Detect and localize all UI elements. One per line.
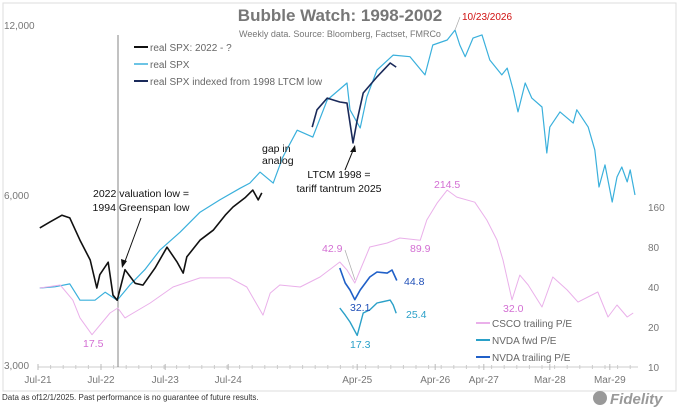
fidelity-logo-icon xyxy=(593,391,607,405)
fidelity-logo-wordmark: Fidelity xyxy=(610,391,663,408)
valuation-low-arrowhead xyxy=(121,259,127,268)
valuation-low-annotation: 1994 Greenspan low xyxy=(93,202,190,214)
gap-annotation: analog xyxy=(262,155,294,167)
x-axis: Jul-21 Jul-22 Jul-23 Jul-24 Apr-25 Apr-26 Apr-… xyxy=(24,364,638,386)
series-line-real-spx-2022 xyxy=(39,189,263,301)
legend-top: real SPX: 2022 - ? real SPX real SPX ind… xyxy=(134,43,323,88)
x-axis-tick-label: Apr-25 xyxy=(342,375,372,386)
value-label: 89.9 xyxy=(410,243,431,255)
ltcm-annotation: tariff tantrum 2025 xyxy=(296,183,381,195)
left-axis-tick-label: 12,000 xyxy=(4,21,35,32)
valuation-low-annotation: 2022 valuation low = xyxy=(93,188,189,200)
value-labels: 42.9 89.9 214.5 32.0 17.5 32.1 44.8 25.4… xyxy=(83,179,524,351)
legend-label: real SPX indexed from 1998 LTCM low xyxy=(150,77,323,88)
legend-label: real SPX xyxy=(150,60,190,71)
value-label: 42.9 xyxy=(322,243,343,255)
series-line-real-spx-indexed-from-1998-ltcm-low xyxy=(311,62,397,144)
value-label: 32.1 xyxy=(350,302,371,314)
peak-leader-line xyxy=(454,16,461,31)
right-axis-tick-label: 160 xyxy=(648,203,665,214)
chart-subtitle: Weekly data. Source: Bloomberg, Factset,… xyxy=(239,29,441,39)
legend-label: NVDA fwd P/E xyxy=(492,336,557,347)
peak-date-label: 10/23/2026 xyxy=(462,12,512,23)
chart-frame xyxy=(2,2,677,392)
x-axis-tick-label: Mar-29 xyxy=(594,375,626,386)
x-axis-tick-label: Jul-22 xyxy=(87,375,115,386)
left-axis-tick-label: 6,000 xyxy=(4,191,29,202)
left-axis-tick-label: 3,000 xyxy=(4,361,29,372)
legend-label: real SPX: 2022 - ? xyxy=(150,43,232,54)
ltcm-annotation: LTCM 1998 = xyxy=(307,169,370,181)
series-line-nvda-trailing-p-e xyxy=(339,267,398,301)
ltcm-arrowhead xyxy=(350,145,356,152)
gap-annotation: gap in xyxy=(262,143,291,155)
right-axis-tick-label: 10 xyxy=(648,363,660,374)
series-line-csco-trailing-p-e xyxy=(39,189,634,336)
value-label: 17.5 xyxy=(83,338,104,350)
nvda-leader-line xyxy=(344,249,356,281)
right-axis-tick-label: 40 xyxy=(648,283,660,294)
x-axis-tick-label: Apr-26 xyxy=(420,375,450,386)
right-axis-tick-label: 20 xyxy=(648,323,660,334)
x-axis-tick-label: Apr-27 xyxy=(469,375,499,386)
footer-disclaimer: Data as of12/1/2025. Past performance is… xyxy=(2,393,259,402)
value-label: 214.5 xyxy=(434,179,460,191)
series-line-nvda-fwd-p-e xyxy=(339,299,397,337)
x-axis-tick-label: Jul-24 xyxy=(215,375,243,386)
valuation-low-arrow xyxy=(123,217,142,265)
x-axis-tick-label: Jul-23 xyxy=(152,375,180,386)
x-axis-tick-label: Jul-21 xyxy=(24,375,52,386)
legend-bottom: CSCO trailing P/E NVDA fwd P/E NVDA trai… xyxy=(476,319,572,364)
value-label: 25.4 xyxy=(406,309,427,321)
value-label: 17.3 xyxy=(350,339,371,351)
series-line-real-spx xyxy=(39,29,636,301)
right-axis-ticks: 10 20 40 80 160 xyxy=(648,203,665,374)
legend-label: CSCO trailing P/E xyxy=(492,319,572,330)
value-label: 44.8 xyxy=(404,276,425,288)
fidelity-logo: Fidelity xyxy=(593,391,663,408)
legend-label: NVDA trailing P/E xyxy=(492,353,571,364)
value-label: 32.0 xyxy=(503,303,524,315)
chart-title: Bubble Watch: 1998-2002 xyxy=(238,6,442,25)
left-axis-ticks: 3,000 6,000 12,000 xyxy=(4,21,35,372)
series-group xyxy=(39,29,636,337)
right-axis-tick-label: 80 xyxy=(648,243,660,254)
x-axis-tick-label: Mar-28 xyxy=(534,375,566,386)
